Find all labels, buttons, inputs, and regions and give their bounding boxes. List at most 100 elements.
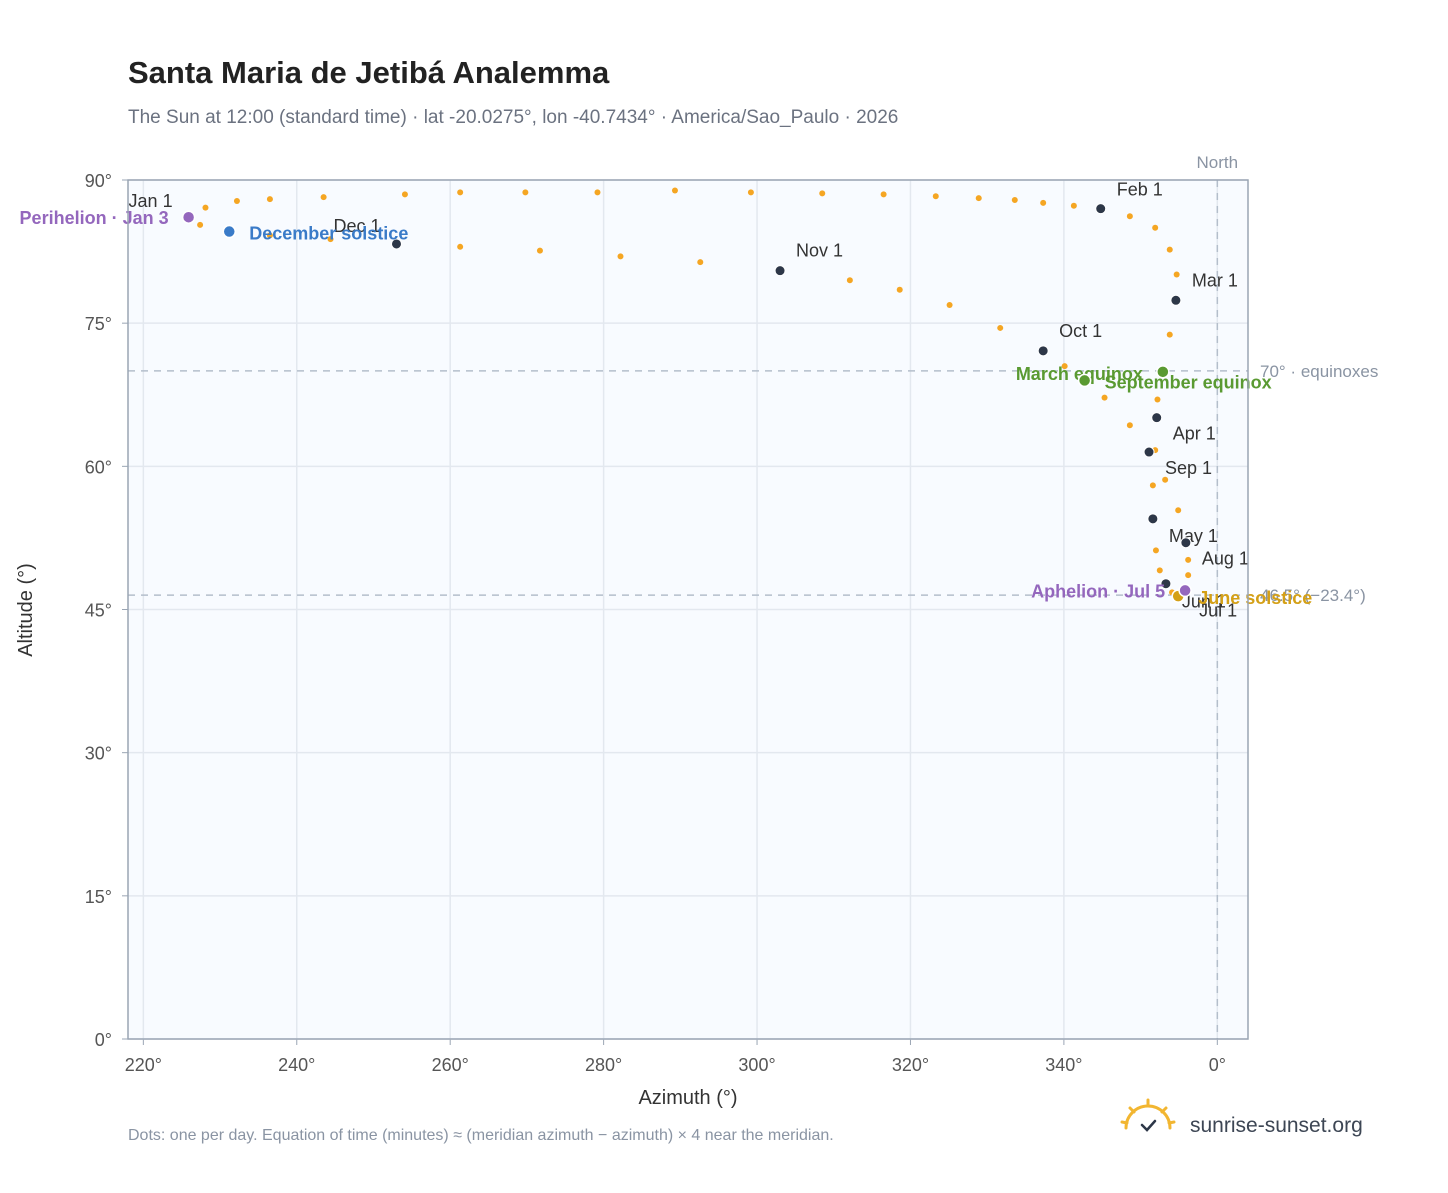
- x-tick-label: 320°: [892, 1055, 929, 1075]
- daily-dot: [617, 253, 624, 260]
- event-label: December solstice: [249, 224, 408, 244]
- daily-dot: [266, 196, 273, 203]
- month-marker: [1160, 578, 1172, 590]
- month-label: Mar 1: [1192, 270, 1238, 290]
- x-tick-label: 280°: [585, 1055, 622, 1075]
- brand-logo: [1120, 1098, 1176, 1132]
- x-tick-label: 300°: [738, 1055, 775, 1075]
- event-label: June solstice: [1198, 588, 1312, 608]
- daily-dot: [233, 197, 240, 204]
- x-axis-label: Azimuth (°): [638, 1087, 737, 1109]
- daily-dot: [1101, 394, 1108, 401]
- daily-dot: [1162, 476, 1169, 483]
- event-marker: [1156, 365, 1170, 379]
- x-tick-label: 220°: [125, 1055, 162, 1075]
- daily-dot: [880, 191, 887, 198]
- daily-dot: [197, 221, 204, 228]
- daily-dot: [1149, 482, 1156, 489]
- month-marker: [1095, 203, 1107, 215]
- month-label: Aug 1: [1202, 549, 1249, 569]
- event-marker: [1178, 583, 1192, 598]
- month-marker: [1143, 446, 1155, 458]
- reference-label: 70° · equinoxes: [1260, 362, 1378, 381]
- x-tick-label: 260°: [432, 1055, 469, 1075]
- daily-dot: [320, 194, 327, 201]
- daily-dot: [946, 302, 953, 309]
- month-label: Feb 1: [1117, 180, 1163, 200]
- month-marker: [1037, 345, 1049, 357]
- month-label: Sep 1: [1165, 458, 1212, 478]
- event-label: Perihelion · Jan 3: [20, 208, 169, 228]
- month-label: Jan 1: [129, 191, 173, 211]
- y-tick-label: 30°: [85, 744, 112, 764]
- daily-dot: [1156, 567, 1163, 574]
- y-tick-label: 45°: [85, 601, 112, 621]
- month-label: Jun 1: [1182, 592, 1226, 612]
- daily-dot: [1185, 556, 1192, 563]
- north-label: North: [1197, 153, 1239, 172]
- y-tick-label: 60°: [85, 457, 112, 477]
- daily-dot: [846, 277, 853, 284]
- event-marker: [1077, 373, 1092, 388]
- daily-dot: [1040, 199, 1047, 206]
- month-marker: [1180, 537, 1192, 549]
- month-label: Oct 1: [1059, 321, 1102, 341]
- brand-name: sunrise-sunset.org: [1190, 1114, 1363, 1137]
- reference-label: 46.5° (−23.4°): [1260, 586, 1366, 605]
- y-tick-label: 90°: [85, 171, 112, 191]
- daily-dot: [697, 259, 704, 266]
- daily-dot: [997, 324, 1004, 331]
- month-marker: [774, 265, 786, 277]
- month-label: Dec 1: [333, 216, 380, 236]
- y-axis-label: Altitude (°): [15, 563, 37, 657]
- daily-dot: [1126, 422, 1133, 429]
- daily-dot: [1154, 396, 1161, 403]
- daily-dot: [266, 232, 273, 239]
- daily-dot: [975, 195, 982, 202]
- daily-dot: [1166, 331, 1173, 338]
- month-label: May 1: [1169, 526, 1218, 546]
- month-label: Nov 1: [796, 241, 843, 261]
- x-tick-label: 340°: [1045, 1055, 1082, 1075]
- month-marker: [390, 238, 402, 250]
- chart-subtitle: The Sun at 12:00 (standard time) · lat -…: [128, 107, 898, 128]
- daily-dot: [457, 189, 464, 196]
- daily-dot: [1166, 246, 1173, 253]
- footnote: Dots: one per day. Equation of time (min…: [128, 1127, 834, 1144]
- daily-dot: [536, 247, 543, 254]
- daily-dot: [1173, 271, 1180, 278]
- event-label: September equinox: [1105, 372, 1272, 392]
- daily-dot: [522, 189, 529, 196]
- daily-dot: [1011, 197, 1018, 204]
- x-tick-label: 240°: [278, 1055, 315, 1075]
- y-tick-label: 75°: [85, 314, 112, 334]
- daily-dot: [1175, 507, 1182, 514]
- daily-dot: [457, 243, 464, 250]
- daily-dot: [1152, 547, 1159, 554]
- chart-title: Santa Maria de Jetibá Analemma: [128, 55, 610, 90]
- month-marker: [1151, 412, 1163, 424]
- daily-dot: [1126, 213, 1133, 220]
- month-label: Apr 1: [1173, 424, 1216, 444]
- month-marker: [1147, 513, 1159, 525]
- daily-dot: [202, 204, 209, 211]
- plot-frame: [127, 179, 1249, 1040]
- x-tick-label: 0°: [1209, 1055, 1226, 1075]
- daily-dot: [896, 286, 903, 293]
- month-marker: [1170, 294, 1182, 306]
- event-label: Aphelion · Jul 5: [1031, 581, 1165, 601]
- y-tick-label: 15°: [85, 887, 112, 907]
- daily-dot: [1061, 363, 1068, 370]
- daily-dot: [401, 191, 408, 198]
- event-marker: [222, 224, 237, 239]
- month-label: Jul 1: [1199, 600, 1237, 620]
- y-tick-label: 0°: [95, 1030, 112, 1050]
- daily-dot: [1185, 572, 1192, 579]
- daily-dot: [327, 236, 334, 243]
- daily-dot: [594, 189, 601, 196]
- daily-dot: [747, 189, 754, 196]
- event-label: March equinox: [1016, 364, 1143, 384]
- daily-dot: [819, 190, 826, 197]
- daily-dot: [671, 187, 678, 194]
